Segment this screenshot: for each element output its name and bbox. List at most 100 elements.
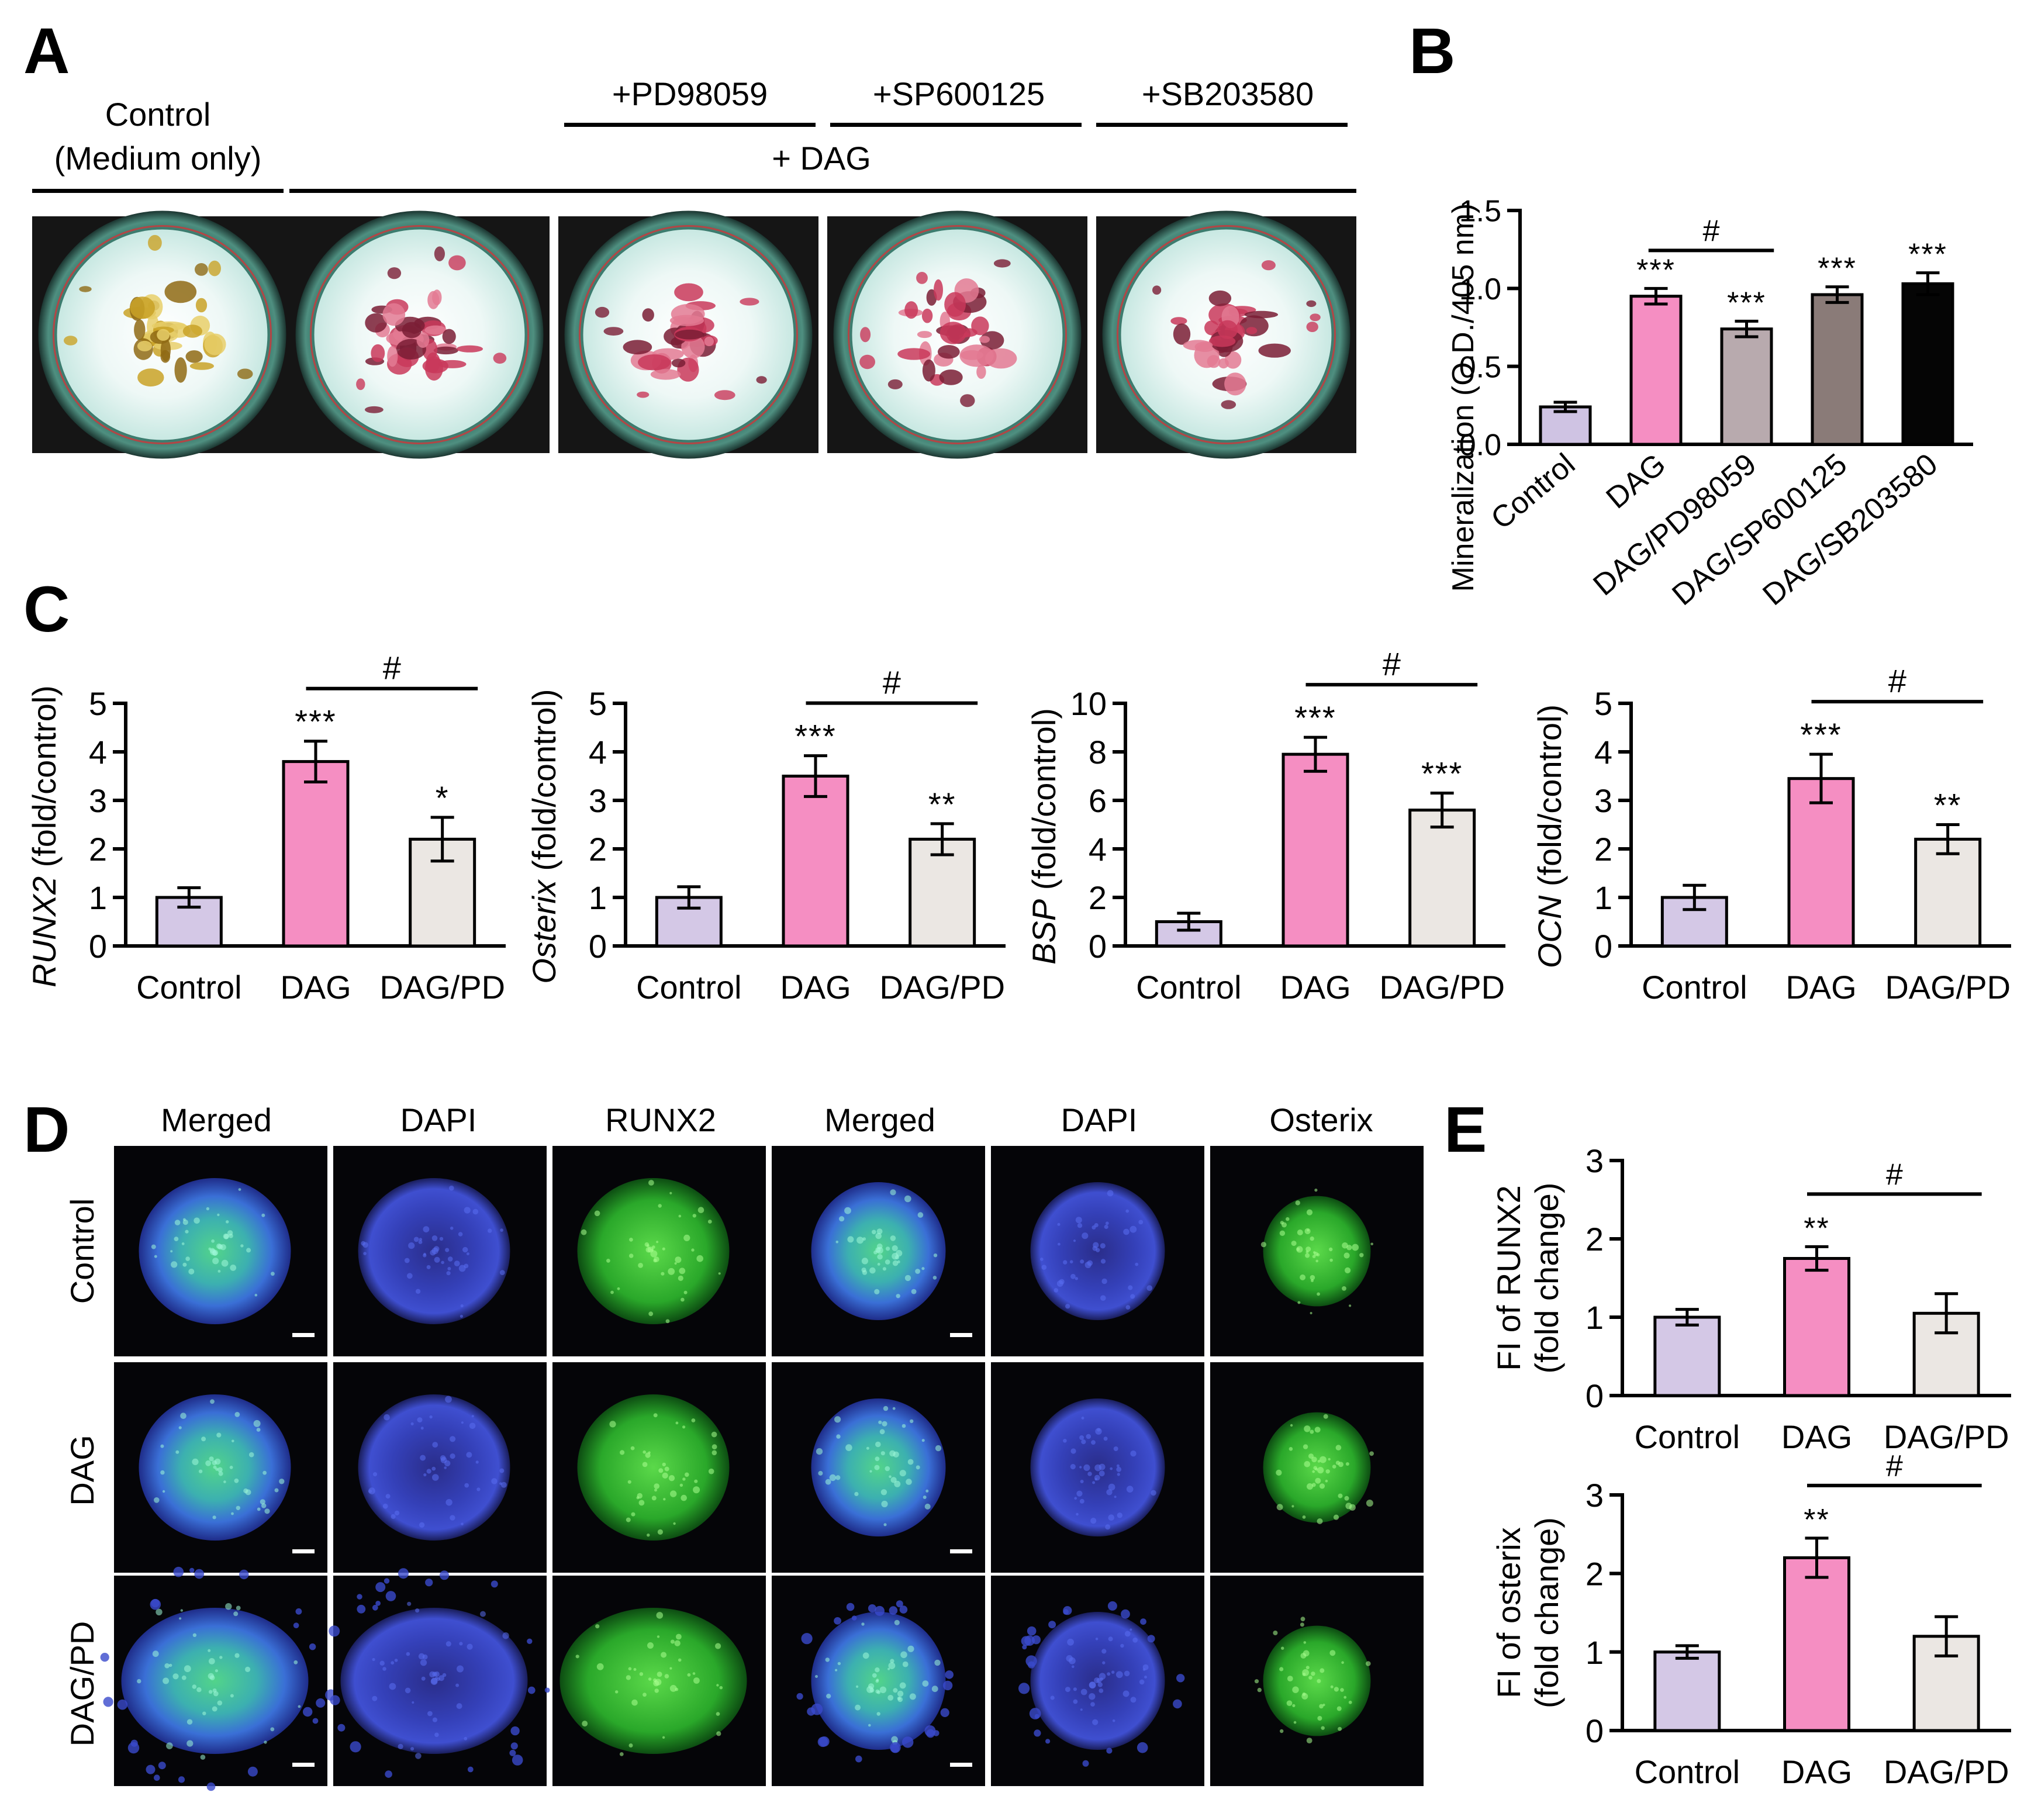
y-tick-label: 3 (589, 782, 607, 819)
cell-spheroid (1263, 1196, 1371, 1307)
cell-speckle (169, 1663, 172, 1667)
cell-speckle (1079, 1435, 1084, 1440)
cell-speckle (1075, 1217, 1082, 1224)
cell-speckle (1315, 1477, 1321, 1484)
cell-speckle (874, 1289, 880, 1294)
panel-letter-a: A (23, 15, 70, 87)
cell-speckle (1070, 1464, 1076, 1470)
cell-speckle (182, 1262, 187, 1267)
cell-speckle (1366, 1661, 1371, 1666)
cell-speckle (816, 1448, 823, 1455)
cell-speckle (174, 1220, 181, 1225)
cell-speckle (656, 1241, 659, 1244)
well-dag-pd98059-deposit-outer (740, 298, 759, 306)
cell-speckle (1146, 1285, 1153, 1291)
cell-speckle (1101, 1278, 1107, 1284)
well-control-deposit-outer (148, 234, 162, 251)
cell-speckle (1325, 1469, 1330, 1474)
chart-mineralization: 0.00.51.01.5Control***DAG***DAG/PD98059*… (1446, 195, 1973, 612)
cell-speckle (457, 1665, 464, 1673)
cell-speckle (257, 1507, 261, 1511)
cell-speckle (707, 1220, 712, 1224)
cell-speckle (1079, 1498, 1084, 1504)
cell-speckle (208, 1658, 215, 1664)
cell-speckle (256, 1428, 261, 1432)
well-dag-deposit (365, 313, 387, 333)
cell-speckle (1100, 1243, 1106, 1249)
cell-speckle (213, 1465, 217, 1469)
cell-speckle (210, 1399, 215, 1404)
inhibitor-label-pd98059: +PD98059 (612, 75, 768, 112)
cell-speckle (1304, 1425, 1311, 1432)
cell-speckle (1107, 1672, 1111, 1676)
cell-speckle (876, 1243, 883, 1249)
well-dag-deposit-outer (434, 246, 445, 261)
cell-speckle (253, 1420, 261, 1427)
cell-speckle (246, 1248, 251, 1253)
cell-satellite (357, 1594, 362, 1600)
cell-speckle (1310, 1275, 1315, 1280)
y-tick-label: 0 (1089, 928, 1107, 965)
cell-speckle (230, 1694, 234, 1698)
cell-speckle (835, 1669, 838, 1672)
cell-speckle (1065, 1687, 1070, 1693)
cell-speckle (1304, 1461, 1311, 1467)
cell-speckle (260, 1499, 265, 1505)
cell-satellite (375, 1582, 386, 1593)
cell-speckle (1139, 1679, 1145, 1685)
cell-speckle (648, 1677, 652, 1681)
cell-speckle (654, 1483, 659, 1489)
cell-speckle (1125, 1305, 1131, 1310)
cell-speckle (826, 1694, 831, 1699)
cell-speckle (270, 1727, 275, 1732)
bar (1720, 327, 1773, 446)
cell-speckle (1124, 1670, 1130, 1677)
cell-speckle (1050, 1695, 1055, 1700)
panel-letter-e: E (1444, 1094, 1487, 1166)
significance-label: *** (1800, 716, 1842, 753)
cell-satellite (194, 1569, 205, 1579)
cell-speckle (444, 1466, 447, 1469)
scale-bar (950, 1763, 972, 1767)
cell-speckle (1099, 1688, 1104, 1693)
cell-speckle (1122, 1690, 1130, 1697)
panel-a-header: Control (Medium only) +PD98059 +SP600125… (32, 75, 1356, 193)
cell-speckle (692, 1214, 697, 1218)
cell-satellite (130, 1739, 138, 1747)
panel-letter-b: B (1409, 15, 1455, 87)
cell-speckle (363, 1252, 367, 1255)
cell-speckle (1125, 1209, 1130, 1213)
cell-speckle (460, 1304, 464, 1308)
bar (1408, 809, 1476, 948)
cell-speckle (1142, 1664, 1149, 1670)
cell-speckle (1130, 1451, 1137, 1457)
cell-speckle (1317, 1716, 1322, 1721)
cell-speckle (224, 1234, 229, 1239)
cell-speckle (670, 1490, 677, 1497)
bracket-label: # (1886, 1158, 1903, 1192)
cell-speckle (1094, 1474, 1100, 1481)
cell-satellite (100, 1653, 109, 1662)
cell-satellite (1121, 1609, 1130, 1619)
well-dag-deposit (416, 331, 430, 348)
cell-speckle (645, 1246, 652, 1253)
cell-speckle (202, 1711, 206, 1715)
chart-ocn: 0 1 2 3 4 5 Control *** DAG ** DAG/PD # OCN (fold/co… (1531, 662, 2011, 1006)
cell-speckle (432, 1442, 438, 1448)
cell-speckle (875, 1456, 880, 1462)
cell-speckle (1104, 1224, 1108, 1230)
cell-satellite (510, 1742, 518, 1750)
cell-speckle (407, 1601, 412, 1606)
cell-speckle (1297, 1230, 1303, 1235)
well-dag-sp600125-deposit-outer (916, 272, 928, 284)
category-label: DAG (780, 969, 851, 1006)
cell-speckle (892, 1260, 899, 1266)
cell-speckle (212, 1249, 219, 1256)
cell-speckle (1312, 1470, 1315, 1473)
cell-speckle (499, 1270, 505, 1276)
cell-speckle (682, 1425, 686, 1429)
cell-speckle (1113, 1446, 1118, 1451)
cell-speckle (1081, 1417, 1084, 1420)
cell-speckle (1075, 1277, 1079, 1280)
cell-speckle (1344, 1496, 1349, 1501)
